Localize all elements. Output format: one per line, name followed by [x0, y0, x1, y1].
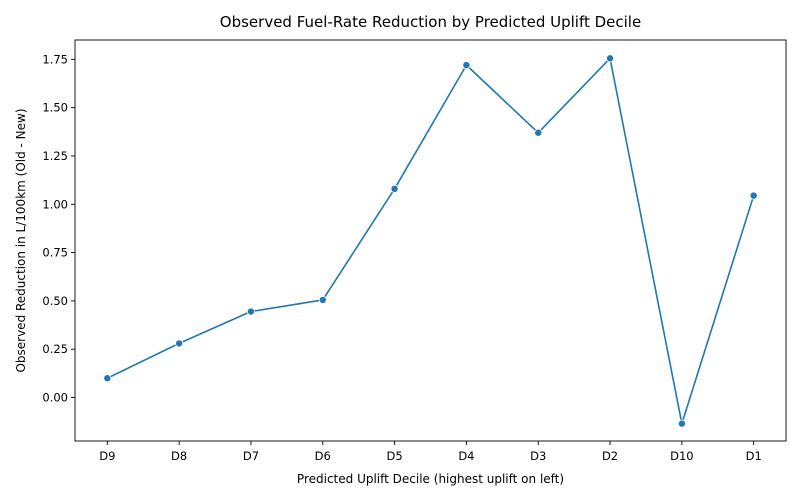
data-point	[390, 184, 399, 193]
data-point	[318, 295, 327, 304]
data-point	[175, 339, 184, 348]
y-axis-ticks: 0.00 0.25 0.50 0.75 1.00 1.25 1.50 1.75	[42, 52, 75, 405]
plot-frame	[74, 39, 787, 442]
x-tick-label: D6	[315, 449, 331, 463]
y-tick-label: 0.75	[42, 246, 68, 260]
chart-title: Observed Fuel-Rate Reduction by Predicte…	[220, 13, 641, 31]
y-axis-label: Observed Reduction in L/100km (Old - New…	[14, 108, 28, 372]
x-tick-label: D10	[670, 449, 694, 463]
x-tick-label: D3	[530, 449, 546, 463]
x-tick-label: D1	[746, 449, 762, 463]
x-tick-label: D9	[99, 449, 115, 463]
y-tick-label: 1.50	[42, 101, 68, 115]
x-axis-label: Predicted Uplift Decile (highest uplift …	[297, 472, 564, 486]
data-point	[677, 419, 686, 428]
y-tick-label: 1.75	[42, 52, 68, 66]
x-axis-ticks: D9 D8 D7 D6 D5 D4 D3 D2 D10 D1	[99, 441, 762, 463]
y-tick-label: 0.00	[42, 391, 68, 405]
data-point	[534, 128, 543, 137]
x-tick-label: D8	[171, 449, 187, 463]
data-point	[462, 61, 471, 70]
y-tick-label: 1.00	[42, 197, 68, 211]
series-line	[106, 57, 755, 425]
x-tick-label: D4	[458, 449, 474, 463]
data-point	[749, 191, 758, 200]
x-tick-label: D2	[602, 449, 618, 463]
y-tick-label: 0.25	[42, 342, 68, 356]
x-tick-label: D7	[243, 449, 259, 463]
data-points	[103, 54, 758, 428]
x-tick-label: D5	[387, 449, 403, 463]
data-point	[103, 374, 112, 383]
data-point	[606, 54, 615, 63]
y-tick-label: 1.25	[42, 149, 68, 163]
data-point	[246, 307, 255, 316]
y-tick-label: 0.50	[42, 294, 68, 308]
